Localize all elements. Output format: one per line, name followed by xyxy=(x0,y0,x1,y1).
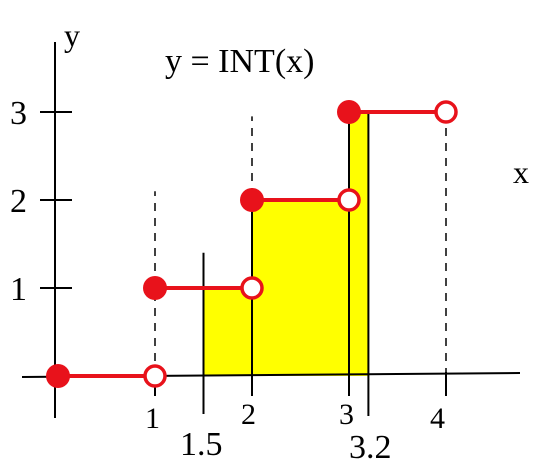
bound-lines xyxy=(202,112,370,416)
x-tick-label-1: 1 xyxy=(145,402,160,435)
y-tick-label-1: 1 xyxy=(10,271,27,308)
y-tick-label-2: 2 xyxy=(10,183,27,220)
closed-point-4 xyxy=(337,100,361,124)
shaded-area xyxy=(202,112,369,376)
upper-bound-label: 3.2 xyxy=(349,429,392,465)
x-tick-label-3: 3 xyxy=(339,398,354,431)
open-point-4 xyxy=(434,100,458,124)
open-point-3 xyxy=(337,188,361,212)
open-point-1 xyxy=(143,364,167,388)
shaded-region-2 xyxy=(203,288,252,376)
closed-point-3 xyxy=(240,188,264,212)
open-point-2 xyxy=(240,276,264,300)
closed-point-1 xyxy=(46,364,70,388)
x-tick-label-4: 4 xyxy=(430,402,445,435)
step-segments xyxy=(46,100,458,388)
shaded-region-3 xyxy=(252,200,349,376)
shaded-region-4 xyxy=(349,112,369,376)
y-axis-label: y xyxy=(64,17,80,53)
closed-point-2 xyxy=(143,276,167,300)
chart-title: y = INT(x) xyxy=(165,43,314,80)
y-tick-label-3: 3 xyxy=(10,95,27,132)
lower-bound-label: 1.5 xyxy=(180,426,223,463)
x-axis-label: x xyxy=(513,154,529,190)
x-tick-label-2: 2 xyxy=(241,398,256,431)
